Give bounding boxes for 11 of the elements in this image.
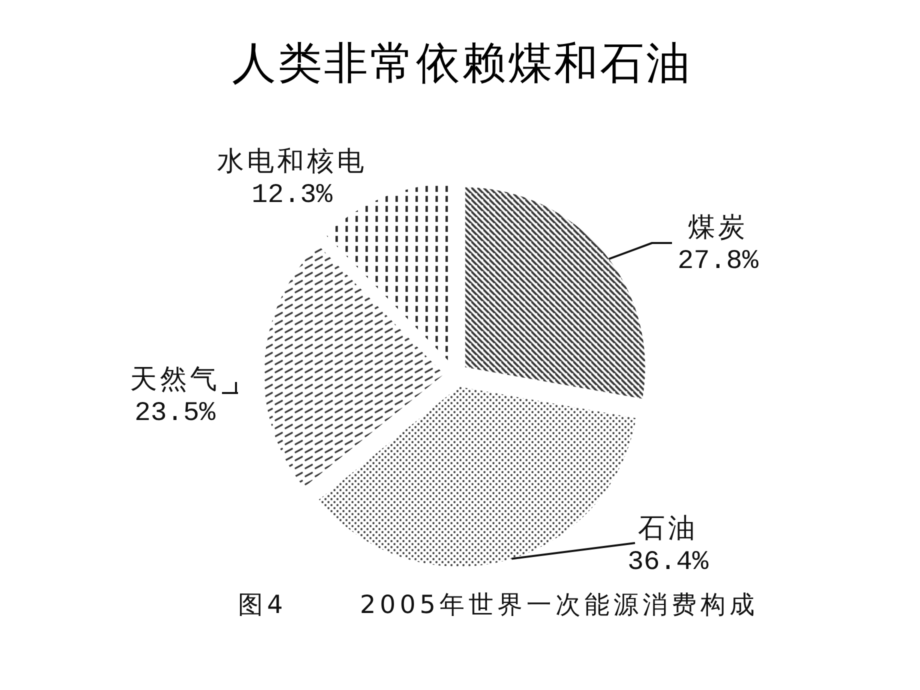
slice-label: 石油 <box>638 513 698 544</box>
data-label: 36.4% <box>627 548 710 578</box>
data-label: 27.8% <box>677 247 760 277</box>
text: 2005年世界一次能源消费构成 <box>360 590 759 619</box>
chart-title: 人类非常依赖煤和石油 <box>232 39 692 88</box>
slice-label: 天然气 <box>130 364 220 395</box>
slice-label: 煤炭 <box>688 212 748 243</box>
data-label: 23.5% <box>134 399 216 429</box>
caption: 图4 <box>238 590 287 619</box>
data-label: 12.3% <box>251 181 334 211</box>
slice-label: 水电和核电 <box>217 146 367 177</box>
